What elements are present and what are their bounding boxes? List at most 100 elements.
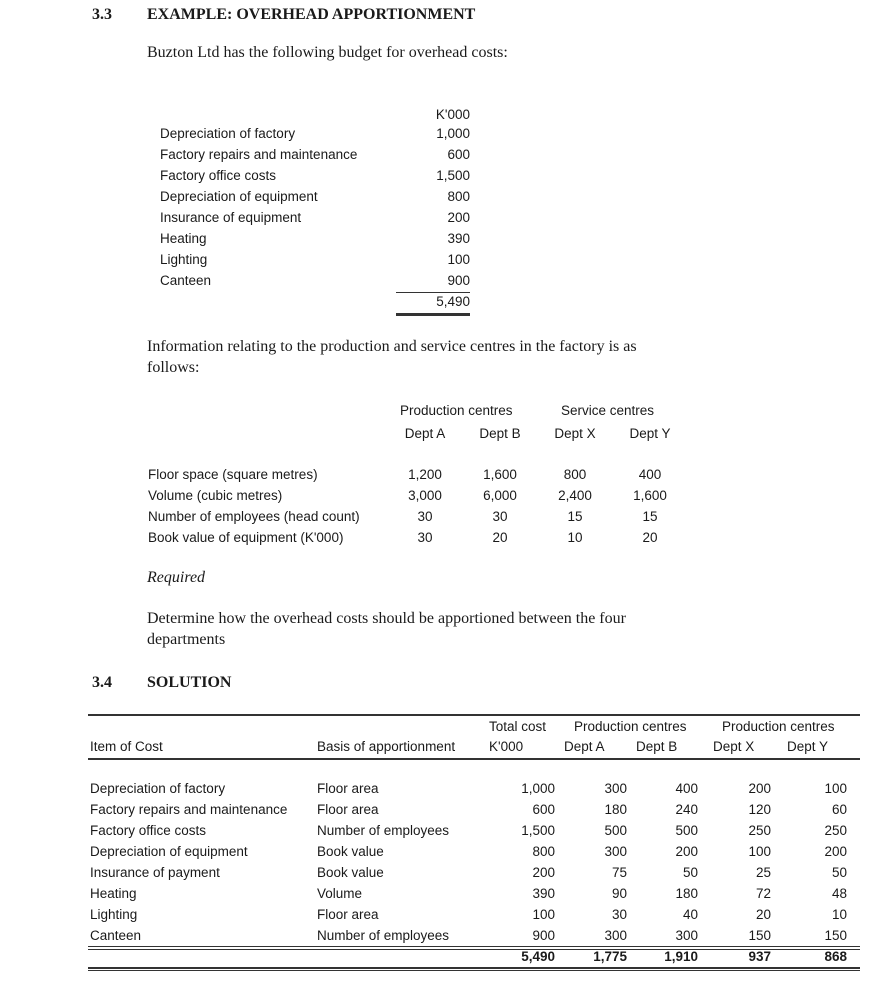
cost-basis: Number of employees (317, 823, 450, 838)
cost-value: 240 (675, 802, 698, 817)
centre-row-value: 3,000 (408, 488, 442, 503)
cost-value: 48 (831, 886, 847, 901)
centre-row-label: Volume (cubic metres) (148, 488, 283, 503)
dept-header: Dept Y (629, 426, 671, 441)
cost-value: 50 (831, 865, 847, 880)
cost-value: 30 (611, 907, 627, 922)
totals-top-line-2 (88, 949, 860, 950)
totals-bottom-line-2 (88, 970, 860, 971)
production-centres-header: Production centres (574, 719, 687, 734)
cost-value: 90 (611, 886, 627, 901)
cost-value: 150 (824, 928, 847, 943)
cost-value: 300 (604, 928, 627, 943)
item-of-cost-header: Item of Cost (90, 739, 163, 754)
header-bottom-line (88, 758, 860, 760)
section-heading: EXAMPLE: OVERHEAD APPORTIONMENT (147, 6, 476, 23)
budget-unit: K'000 (435, 107, 470, 122)
cost-value: 75 (611, 865, 627, 880)
cost-value: 200 (748, 781, 771, 796)
cost-value: 250 (748, 823, 771, 838)
centre-row-value: 30 (417, 530, 433, 545)
centre-row-value: 1,600 (483, 467, 517, 482)
dept-header: Dept X (554, 426, 596, 441)
budget-item-label: Lighting (160, 252, 208, 267)
cost-value: 100 (532, 907, 555, 922)
cost-value: 300 (675, 928, 698, 943)
cost-item: Factory repairs and maintenance (90, 802, 288, 817)
cost-basis: Floor area (317, 907, 379, 922)
subtotal-line (396, 292, 470, 293)
budget-item-label: Factory repairs and maintenance (160, 147, 358, 162)
cost-item: Depreciation of equipment (90, 844, 248, 859)
totals-bottom-line (88, 967, 860, 969)
dept-header: Dept Y (787, 739, 829, 754)
dept-header: Dept X (713, 739, 755, 754)
centre-row-value: 15 (642, 509, 658, 524)
budget-item-value: 390 (447, 231, 470, 246)
basis-header: Basis of apportionment (317, 739, 456, 754)
cost-basis: Floor area (317, 802, 379, 817)
cost-value: 50 (682, 865, 698, 880)
total-value: 937 (748, 949, 771, 964)
cost-value: 1,500 (521, 823, 555, 838)
cost-value: 900 (532, 928, 555, 943)
dept-header: Dept B (479, 426, 521, 441)
intro-text: Buzton Ltd has the following budget for … (147, 44, 508, 61)
cost-value: 1,000 (521, 781, 555, 796)
centre-row-value: 1,600 (633, 488, 667, 503)
budget-item-label: Heating (160, 231, 207, 246)
centre-row-value: 1,200 (408, 467, 442, 482)
table-top-line (88, 714, 860, 716)
cost-value: 20 (755, 907, 771, 922)
budget-item-value: 100 (447, 252, 470, 267)
dept-header: Dept A (404, 426, 446, 441)
budget-item-value: 600 (447, 147, 470, 162)
section-number: 3.3 (92, 6, 112, 23)
totals-top-line (88, 946, 860, 947)
total-value: 1,775 (593, 949, 627, 964)
cost-basis: Book value (317, 844, 384, 859)
centre-row-value: 10 (567, 530, 583, 545)
centre-row-value: 800 (563, 467, 587, 482)
info-text-line1: Information relating to the production a… (147, 338, 637, 355)
budget-item-label: Depreciation of equipment (160, 189, 318, 204)
cost-value: 400 (675, 781, 698, 796)
cost-basis: Book value (317, 865, 384, 880)
cost-value: 25 (755, 865, 771, 880)
total-value: 1,910 (664, 949, 698, 964)
cost-value: 100 (748, 844, 771, 859)
cost-value: 150 (748, 928, 771, 943)
centre-row-value: 6,000 (483, 488, 517, 503)
centre-row-label: Floor space (square metres) (148, 467, 318, 482)
cost-item: Lighting (90, 907, 138, 922)
budget-item-value: 900 (447, 273, 470, 288)
production-centres-header-2: Production centres (722, 719, 835, 734)
budget-item-label: Insurance of equipment (160, 210, 302, 225)
total-cost-header: Total cost (489, 719, 547, 734)
cost-value: 200 (824, 844, 847, 859)
budget-item-label: Factory office costs (160, 168, 277, 183)
cost-value: 72 (755, 886, 771, 901)
total-double-line (396, 313, 470, 316)
cost-item: Depreciation of factory (90, 781, 226, 796)
budget-item-value: 1,500 (436, 168, 470, 183)
service-centres-header: Service centres (561, 403, 655, 418)
centre-row-value: 30 (492, 509, 508, 524)
centre-row-label: Book value of equipment (K'000) (148, 530, 344, 545)
centre-row-value: 30 (417, 509, 433, 524)
budget-item-value: 200 (447, 210, 470, 225)
cost-item: Heating (90, 886, 137, 901)
centre-row-value: 20 (492, 530, 508, 545)
total-value: 868 (824, 949, 847, 964)
dept-header: Dept A (564, 739, 605, 754)
cost-value: 500 (604, 823, 627, 838)
centre-row-value: 20 (642, 530, 658, 545)
centre-row-value: 400 (638, 467, 662, 482)
cost-value: 600 (532, 802, 555, 817)
centre-row-value: 15 (567, 509, 583, 524)
cost-value: 390 (532, 886, 555, 901)
required-label: Required (147, 569, 206, 586)
task-line2: departments (147, 631, 226, 648)
cost-value: 250 (824, 823, 847, 838)
